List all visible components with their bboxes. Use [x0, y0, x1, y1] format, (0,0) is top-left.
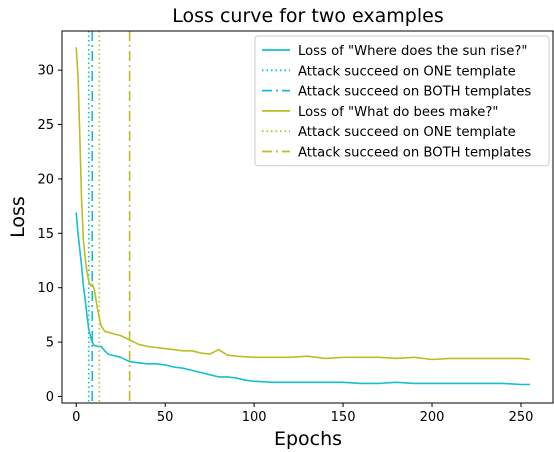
legend-label-2: Attack succeed on BOTH templates: [298, 85, 531, 100]
legend-label-4: Attack succeed on ONE template: [298, 125, 516, 140]
legend: Loss of "Where does the sun rise?" Attack…: [254, 35, 550, 167]
axes: 0 50 100 150 200 250 0 5 10 15 20 25 30: [37, 30, 554, 425]
y-tick-label-15: 15: [37, 227, 54, 242]
y-axis-label: Loss: [7, 196, 29, 238]
y-tick-label-10: 10: [37, 281, 54, 296]
plot-area: [75, 31, 530, 403]
x-tick-label-100: 100: [242, 410, 267, 425]
y-tick-label-0: 0: [46, 390, 54, 405]
y-tick-label-25: 25: [37, 118, 54, 133]
legend-label-3: Loss of "What do bees make?": [298, 105, 499, 120]
x-tick-label-150: 150: [331, 410, 356, 425]
x-tick-label-200: 200: [420, 410, 445, 425]
chart-title: Loss curve for two examples: [172, 5, 443, 27]
y-tick-label-30: 30: [37, 64, 54, 79]
axes-frame: [61, 30, 554, 404]
x-tick-label-250: 250: [509, 410, 534, 425]
x-axis-label: Epochs: [274, 428, 342, 450]
x-tick-label-50: 50: [157, 410, 174, 425]
y-tick-label-5: 5: [46, 336, 54, 351]
legend-label-0: Loss of "Where does the sun rise?": [298, 44, 527, 59]
y-tick-label-20: 20: [37, 172, 54, 187]
x-tick-label-0: 0: [72, 410, 80, 425]
legend-label-5: Attack succeed on BOTH templates: [298, 146, 531, 161]
legend-box: [254, 35, 550, 167]
series-line-3: [75, 47, 530, 361]
legend-label-1: Attack succeed on ONE template: [298, 64, 516, 79]
series-line-0: [75, 212, 530, 386]
